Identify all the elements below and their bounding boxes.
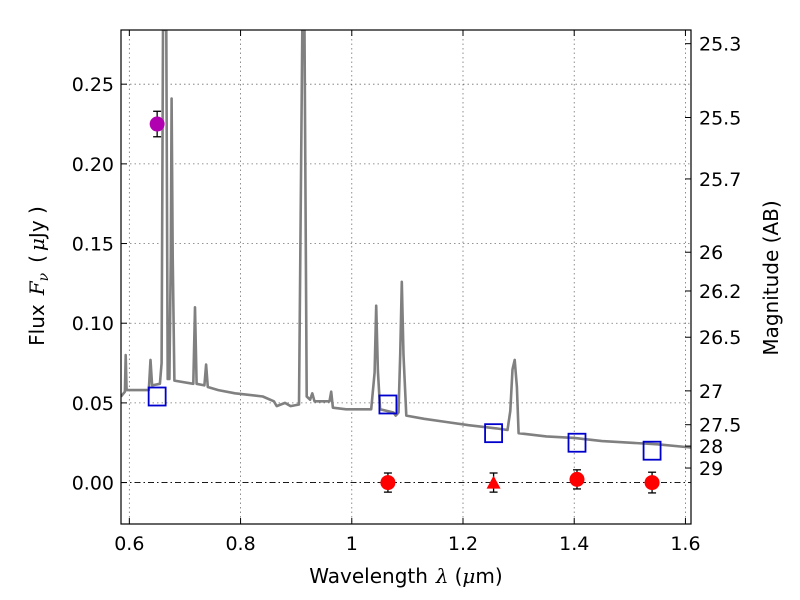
x-tick-label: 1.6 — [670, 533, 700, 555]
right-tick-label: 25.7 — [699, 169, 741, 191]
x-axis-title-lambda: λ — [435, 564, 449, 588]
x-axis-title: Wavelength λ (μm) — [309, 564, 502, 588]
model-photometry-square — [642, 440, 662, 461]
y-tick-label: 0.05 — [72, 393, 114, 415]
data-point-circle — [569, 471, 585, 487]
right-tick-label: 25.5 — [699, 108, 741, 130]
data-point-circle — [644, 475, 660, 491]
right-tick-label: 28 — [699, 436, 723, 458]
right-axis-title: Magnitude (AB) — [759, 200, 783, 355]
x-axis-title-unit-mu: μ — [462, 564, 475, 588]
x-tick-label: 1 — [346, 533, 358, 555]
x-axis-title-unit-rest: m) — [475, 564, 502, 588]
model-photometry-square — [147, 386, 167, 407]
right-tick-label: 25.3 — [699, 34, 741, 56]
model-photometry-square — [484, 423, 503, 444]
y-axis-title-unit-rest: Jy ) — [25, 206, 49, 240]
data-point-circle — [149, 116, 165, 132]
x-axis-title-prefix: Wavelength — [309, 564, 428, 588]
right-tick-label: 27 — [699, 381, 723, 403]
right-tick-label: 29 — [699, 458, 723, 480]
model-photometry-square — [378, 394, 398, 415]
y-tick-label: 0.25 — [72, 74, 114, 96]
x-tick-label: 1.2 — [448, 533, 478, 555]
model-photometry-square — [567, 432, 587, 453]
right-tick-label: 26.2 — [699, 281, 741, 303]
plot-frame — [120, 29, 692, 525]
y-tick-label: 0.00 — [72, 473, 114, 495]
y-tick-label: 0.15 — [72, 234, 114, 256]
ticks: 0.6 0.8 1 1.2 1.4 1.6 0.00 0.05 0.10 0.15 0.20 0.25… — [72, 30, 741, 555]
y-axis-title-prefix: Flux — [25, 304, 49, 346]
x-tick-label: 1.4 — [559, 533, 589, 555]
x-tick-label: 0.8 — [225, 533, 255, 555]
y-tick-label: 0.20 — [72, 154, 114, 176]
right-tick-label: 26 — [699, 242, 723, 264]
x-axis-title-unit-open: ( — [455, 564, 463, 588]
data-point-triangle — [486, 475, 501, 489]
plot-area — [121, 30, 691, 494]
y-axis-title-unit-mu: μ — [25, 238, 49, 251]
x-tick-label: 0.6 — [114, 533, 144, 555]
right-tick-label: 26.5 — [699, 327, 741, 349]
y-axis-title-var: F — [25, 280, 49, 296]
data-point-circle — [380, 475, 396, 491]
y-axis-title-unit-open: ( — [25, 255, 49, 263]
y-tick-label: 0.10 — [72, 313, 114, 335]
right-tick-label: 27.5 — [699, 415, 741, 437]
model-spectrum-line — [121, 30, 691, 449]
y-axis-title-sub: ν — [36, 272, 52, 281]
y-axis-title: Flux Fν ( μJy ) — [25, 206, 52, 346]
